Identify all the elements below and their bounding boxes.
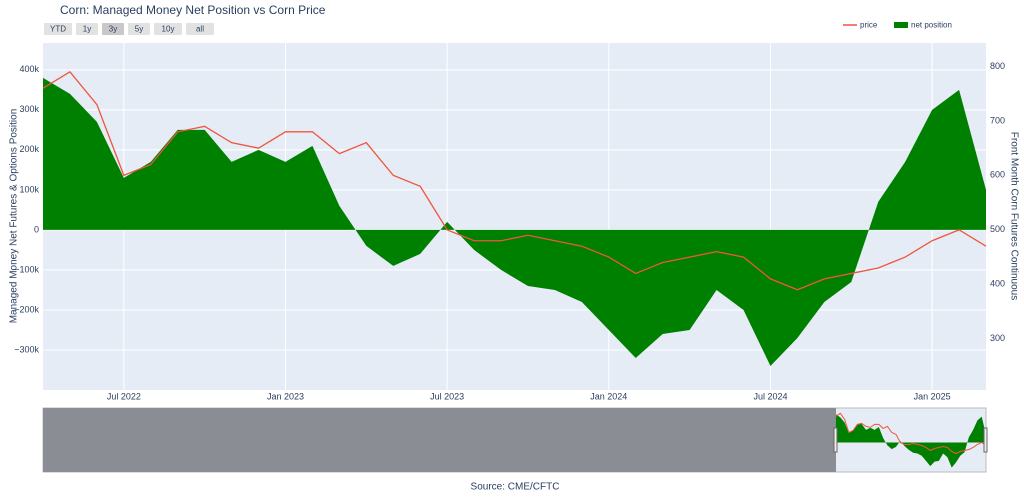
y-tick-label: 300k xyxy=(19,104,39,114)
y2-tick-label: 800 xyxy=(990,61,1005,71)
range-button[interactable]: 5y xyxy=(128,23,150,35)
legend-label: price xyxy=(860,21,878,30)
range-button-bg xyxy=(154,23,182,35)
range-button-bg xyxy=(102,23,124,35)
y2-tick-label: 700 xyxy=(990,115,1005,125)
range-button[interactable]: YTD xyxy=(44,23,72,35)
y2-tick-label: 600 xyxy=(990,170,1005,180)
y-tick-label: 0 xyxy=(34,224,39,234)
range-button-label[interactable]: 10y xyxy=(162,25,175,34)
range-button-bg xyxy=(128,23,150,35)
range-button-label[interactable]: all xyxy=(196,25,204,34)
y2-tick-label: 500 xyxy=(990,224,1005,234)
source-note: Source: CME/CFTC xyxy=(471,482,560,493)
mini-price-line xyxy=(835,412,987,455)
range-button-label[interactable]: 1y xyxy=(83,25,91,34)
range-button-label[interactable]: 3y xyxy=(109,25,117,34)
chart-title: Corn: Managed Money Net Position vs Corn… xyxy=(60,3,326,17)
y2-tick-label: 400 xyxy=(990,279,1005,289)
y-tick-label: −100k xyxy=(14,264,39,274)
legend-swatch xyxy=(894,22,908,28)
range-button-label[interactable]: YTD xyxy=(50,25,66,34)
net-position-area xyxy=(43,77,986,366)
legend-item[interactable]: price xyxy=(843,21,878,30)
range-slider-handle[interactable] xyxy=(833,427,838,453)
x-tick-label: Jul 2024 xyxy=(753,391,787,401)
range-button-bg xyxy=(44,23,72,35)
x-tick-label: Jul 2023 xyxy=(430,391,464,401)
y-axis-title: Managed Money Net Futures & Options Posi… xyxy=(9,109,20,324)
legend-item[interactable]: net position xyxy=(894,21,952,30)
x-tick-label: Jan 2024 xyxy=(590,391,627,401)
y2-axis-title: Front Month Corn Futures Continuous xyxy=(1008,132,1019,300)
y-tick-label: 100k xyxy=(19,184,39,194)
y-tick-label: 400k xyxy=(19,64,39,74)
y-tick-label: −300k xyxy=(14,344,39,354)
x-tick-label: Jan 2025 xyxy=(914,391,951,401)
range-button-bg xyxy=(186,23,214,35)
range-button[interactable]: 10y xyxy=(154,23,182,35)
y-tick-label: 200k xyxy=(19,144,39,154)
mini-net-area xyxy=(836,414,986,468)
x-tick-label: Jan 2023 xyxy=(267,391,304,401)
price-line xyxy=(42,71,987,291)
range-button-bg xyxy=(76,23,98,35)
range-button[interactable]: 3y xyxy=(102,23,124,35)
y-tick-label: −200k xyxy=(14,304,39,314)
y2-tick-label: 300 xyxy=(990,333,1005,343)
range-button[interactable]: 1y xyxy=(76,23,98,35)
range-button-label[interactable]: 5y xyxy=(135,25,143,34)
x-tick-label: Jul 2022 xyxy=(107,391,141,401)
range-slider-handle[interactable] xyxy=(983,427,988,453)
range-button[interactable]: all xyxy=(186,23,214,35)
range-slider-mask xyxy=(43,408,836,472)
legend-label: net position xyxy=(911,21,952,30)
